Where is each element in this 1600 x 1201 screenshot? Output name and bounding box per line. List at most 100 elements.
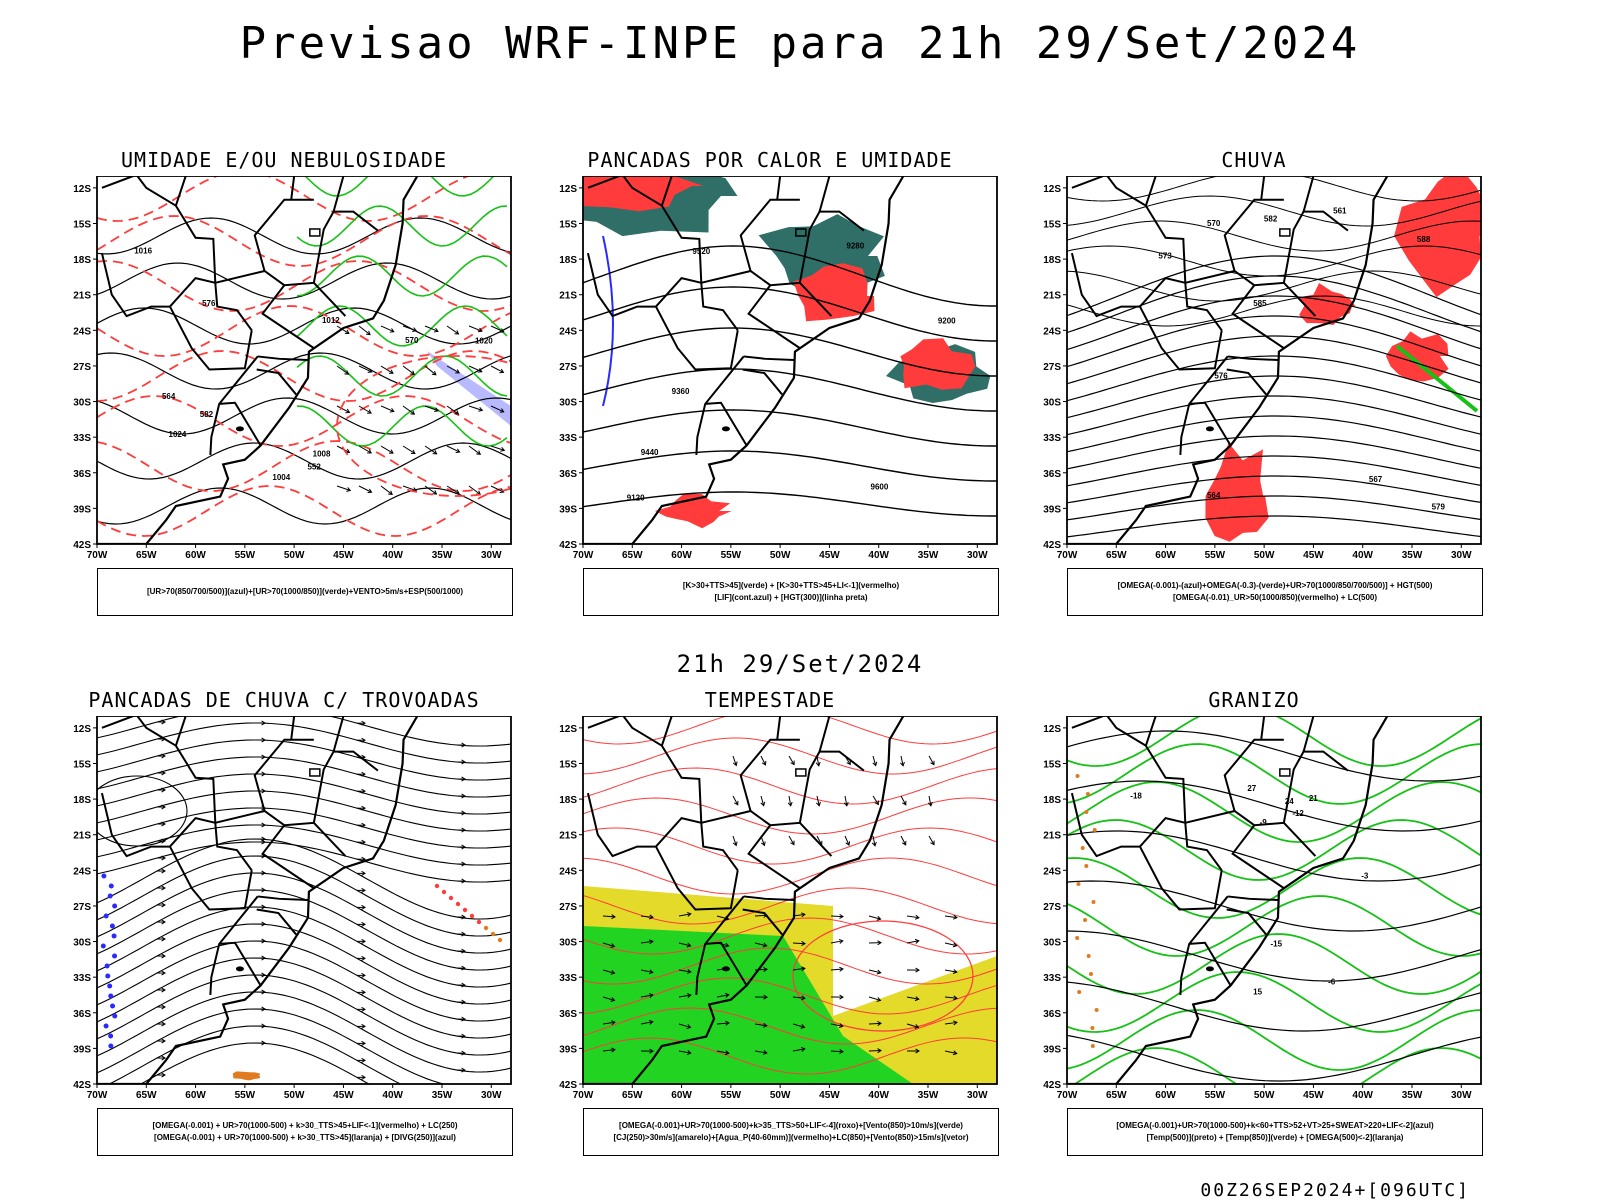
field-layer bbox=[1037, 176, 1484, 544]
contour-label: 582 bbox=[1264, 215, 1278, 224]
omega500-orange-dot-10 bbox=[1087, 954, 1091, 958]
thickness-contour-0 bbox=[97, 176, 511, 221]
lon-tick-label: 60W bbox=[185, 550, 206, 561]
streamline-11 bbox=[97, 873, 511, 953]
lat-tick-label: 36S bbox=[1043, 1009, 1061, 1020]
lat-tick-label: 18S bbox=[1043, 255, 1061, 266]
border-line-12 bbox=[176, 176, 186, 206]
lat-tick-label: 30S bbox=[559, 938, 577, 949]
lat-tick-label: 27S bbox=[1043, 362, 1061, 373]
field-layer bbox=[1037, 716, 1481, 1106]
lat-tick-label: 12S bbox=[73, 724, 91, 735]
lon-tick-label: 30W bbox=[967, 1090, 988, 1101]
thickness-contour-5 bbox=[97, 396, 511, 446]
lat-tick-label: 24S bbox=[559, 866, 577, 877]
kts-red-area-3 bbox=[900, 338, 975, 389]
lon-tick-label: 45W bbox=[1303, 1090, 1324, 1101]
lon-tick-label: 65W bbox=[1106, 550, 1127, 561]
border-line-7 bbox=[741, 740, 800, 811]
lat-tick-label: 27S bbox=[73, 902, 91, 913]
contour-label: 564 bbox=[1207, 491, 1221, 500]
lat-tick-label: 24S bbox=[1043, 326, 1061, 337]
border-line-8 bbox=[749, 825, 800, 888]
lat-tick-label: 33S bbox=[559, 433, 577, 444]
border-line-2 bbox=[588, 253, 656, 316]
rh-green-contour-5 bbox=[297, 406, 507, 446]
divg-blue-dot-7 bbox=[101, 944, 106, 949]
wind-vector-34 bbox=[381, 486, 392, 494]
convection-dot-7 bbox=[484, 926, 488, 930]
legend-line: [K>30+TTS>45](verde) + [K>30+TTS>45+LI<-… bbox=[683, 580, 899, 592]
convection-dot-5 bbox=[470, 914, 474, 918]
panel-title: GRANIZO bbox=[1024, 688, 1484, 712]
streamline-13 bbox=[97, 907, 511, 987]
lat-tick-label: 18S bbox=[73, 795, 91, 806]
lon-tick-label: 45W bbox=[819, 1090, 840, 1101]
lon-tick-label: 50W bbox=[770, 1090, 791, 1101]
lat-tick-label: 24S bbox=[73, 326, 91, 337]
hgt500-contour-10 bbox=[1067, 456, 1481, 486]
divg-blue-dot-9 bbox=[105, 964, 110, 969]
border-line-6 bbox=[701, 752, 864, 826]
lon-tick-label: 65W bbox=[622, 1090, 643, 1101]
border-line-10 bbox=[1227, 369, 1266, 394]
contour-label: -3 bbox=[1361, 872, 1369, 881]
lat-tick-label: 39S bbox=[73, 504, 91, 515]
lat-tick-label: 39S bbox=[73, 1044, 91, 1055]
hgt300-contour-9120 bbox=[583, 492, 997, 516]
streamline-12 bbox=[97, 890, 511, 970]
lat-tick-label: 15S bbox=[1043, 759, 1061, 770]
lon-tick-label: 50W bbox=[770, 550, 791, 561]
border-line-10 bbox=[1227, 909, 1266, 934]
lat-tick-label: 18S bbox=[559, 255, 577, 266]
divg-blue-dot-11 bbox=[107, 984, 112, 989]
lat-tick-label: 24S bbox=[1043, 866, 1061, 877]
lat-tick-label: 21S bbox=[559, 291, 577, 302]
pressure-contour-6 bbox=[97, 488, 511, 524]
convection-dot-2 bbox=[449, 896, 453, 900]
lat-tick-label: 36S bbox=[73, 469, 91, 480]
pressure-contour-4 bbox=[97, 398, 511, 434]
wind-vector-1 bbox=[359, 326, 370, 335]
lat-tick-label: 30S bbox=[1043, 398, 1061, 409]
pw-red-contour-1 bbox=[583, 738, 997, 774]
wind-vector-27 bbox=[403, 446, 415, 453]
contour-label: 570 bbox=[1207, 219, 1221, 228]
divg-blue-dot-1 bbox=[109, 884, 114, 889]
lon-tick-label: 40W bbox=[1352, 550, 1373, 561]
streamline-7 bbox=[97, 825, 511, 865]
legend-box: [UR>70(850/700/500)](azul)+[UR>70(1000/8… bbox=[97, 568, 513, 616]
t850-green-contour-8 bbox=[1067, 1010, 1481, 1070]
wind-vector-5 bbox=[447, 326, 459, 334]
streamline-16 bbox=[97, 958, 511, 1038]
border-line-10 bbox=[257, 909, 296, 934]
main-title: Previsao WRF-INPE para 21h 29/Set/2024 bbox=[0, 18, 1600, 69]
streamline-arrow-19-3-head bbox=[462, 1085, 465, 1089]
omega500-orange-dot-1 bbox=[1086, 792, 1090, 796]
omega500-orange-dot-4 bbox=[1081, 846, 1085, 850]
lat-tick-label: 27S bbox=[73, 362, 91, 373]
border-line-12 bbox=[662, 716, 672, 746]
lat-tick-label: 15S bbox=[559, 759, 577, 770]
omega500-orange-dot-0 bbox=[1076, 774, 1080, 778]
contour-label: 576 bbox=[1214, 371, 1228, 380]
omega500-orange-dot-7 bbox=[1091, 900, 1095, 904]
lat-tick-label: 12S bbox=[559, 724, 577, 735]
border-line-6 bbox=[215, 212, 378, 286]
legend-line: [Temp(500)](preto) + [Temp(850)](verde) … bbox=[1147, 1132, 1404, 1144]
divg-blue-dot-14 bbox=[112, 1014, 117, 1019]
border-line-9 bbox=[258, 356, 308, 360]
wind850-vector-6 bbox=[831, 916, 843, 917]
convection-dot-3 bbox=[456, 902, 460, 906]
streamline-arrow-20-3-head bbox=[462, 1102, 465, 1106]
border-line-4 bbox=[219, 943, 260, 986]
lat-tick-label: 39S bbox=[1043, 504, 1061, 515]
legend-line: [OMEGA(-0.001)-(azul)+OMEGA(-0.3)-(verde… bbox=[1118, 580, 1433, 592]
contour-label: 588 bbox=[1417, 235, 1431, 244]
border-line-11 bbox=[1284, 823, 1316, 856]
